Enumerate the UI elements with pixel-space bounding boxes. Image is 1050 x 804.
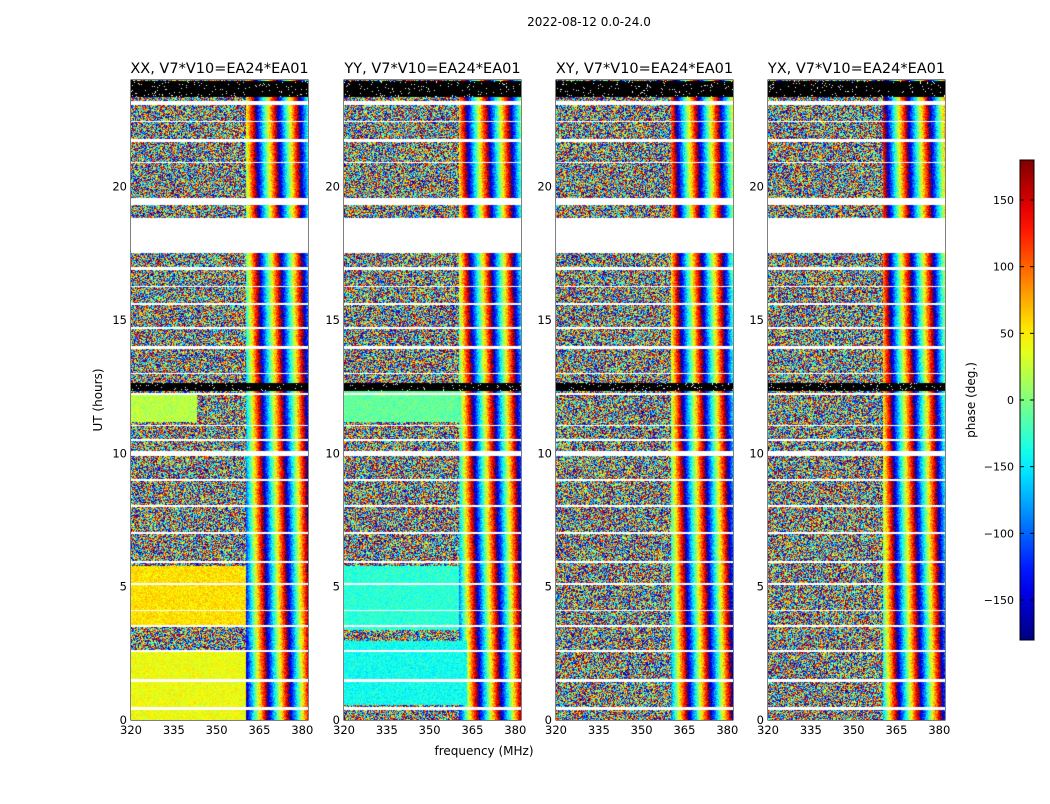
panel-2-title: YY, V7*V10=EA24*EA01 xyxy=(343,61,520,77)
colorbar-tick-label: 150 xyxy=(993,194,1014,207)
y-tick-label: 0 xyxy=(120,713,127,727)
y-tick-label: 5 xyxy=(120,580,127,594)
x-tick-label: 335 xyxy=(163,723,185,737)
x-tick-label: 365 xyxy=(461,723,483,737)
x-tick-label: 380 xyxy=(291,723,313,737)
colorbar: 150 100 50 0 −150 −100 −150 xyxy=(984,159,1035,641)
x-tick-label: 350 xyxy=(419,723,441,737)
colorbar-tick-label: −150 xyxy=(984,594,1014,607)
y-tick-label: 15 xyxy=(325,313,340,327)
panel-4-phase-image xyxy=(768,80,945,720)
panel-4-title: YX, V7*V10=EA24*EA01 xyxy=(767,61,945,77)
x-tick-label: 350 xyxy=(843,723,865,737)
panel-3: XY, V7*V10=EA24*EA01 320 335 350 365 380 0 5 10 1… xyxy=(537,61,738,737)
y-tick-label: 10 xyxy=(112,446,127,460)
colorbar-label: phase (deg.) xyxy=(964,362,978,438)
y-tick-label: 5 xyxy=(545,580,552,594)
y-tick-label: 15 xyxy=(112,313,127,327)
y-tick-label: 10 xyxy=(325,446,340,460)
panel-1-title: XX, V7*V10=EA24*EA01 xyxy=(130,61,308,77)
panel-1-phase-image xyxy=(131,80,308,720)
x-tick-label: 320 xyxy=(333,723,355,737)
y-tick-label: 0 xyxy=(757,713,764,727)
y-tick-label: 15 xyxy=(537,313,552,327)
colorbar-tick-label: −150 xyxy=(984,461,1014,474)
y-tick-label: 10 xyxy=(749,446,764,460)
x-axis-label: frequency (MHz) xyxy=(434,744,533,758)
x-tick-label: 380 xyxy=(504,723,526,737)
y-tick-label: 0 xyxy=(333,713,340,727)
x-tick-label: 320 xyxy=(757,723,779,737)
y-tick-label: 5 xyxy=(757,580,764,594)
colorbar-tick-label: 0 xyxy=(1007,394,1014,407)
y-tick-label: 20 xyxy=(537,180,552,194)
x-tick-label: 335 xyxy=(588,723,610,737)
y-axis-label: UT (hours) xyxy=(91,368,105,431)
panel-3-title: XY, V7*V10=EA24*EA01 xyxy=(556,61,733,77)
x-tick-label: 365 xyxy=(673,723,695,737)
panel-4: YX, V7*V10=EA24*EA01 320 335 350 365 380 0 5 10 1… xyxy=(749,61,950,737)
x-tick-label: 365 xyxy=(248,723,270,737)
y-tick-label: 10 xyxy=(537,446,552,460)
x-tick-label: 380 xyxy=(716,723,738,737)
x-tick-label: 365 xyxy=(885,723,907,737)
y-tick-label: 20 xyxy=(112,180,127,194)
x-tick-label: 380 xyxy=(928,723,950,737)
panel-2-phase-image xyxy=(344,80,521,720)
x-tick-label: 335 xyxy=(376,723,398,737)
y-tick-label: 0 xyxy=(545,713,552,727)
y-tick-label: 5 xyxy=(333,580,340,594)
panels-layer: XX, V7*V10=EA24*EA01 320 335 350 365 380 0 5 10 1… xyxy=(112,61,950,737)
y-tick-label: 20 xyxy=(325,180,340,194)
x-tick-label: 350 xyxy=(631,723,653,737)
y-tick-label: 20 xyxy=(749,180,764,194)
x-tick-label: 350 xyxy=(206,723,228,737)
colorbar-tick-label: −100 xyxy=(984,527,1014,540)
figure-title: 2022-08-12 0.0-24.0 xyxy=(527,15,651,29)
panel-1: XX, V7*V10=EA24*EA01 320 335 350 365 380 0 5 10 1… xyxy=(112,61,313,737)
panel-3-phase-image xyxy=(556,80,733,720)
x-tick-label: 320 xyxy=(120,723,142,737)
x-tick-label: 320 xyxy=(545,723,567,737)
colorbar-tick-label: 50 xyxy=(1000,327,1014,340)
y-tick-label: 15 xyxy=(749,313,764,327)
colorbar-tick-label: 100 xyxy=(993,261,1014,274)
x-tick-label: 335 xyxy=(800,723,822,737)
